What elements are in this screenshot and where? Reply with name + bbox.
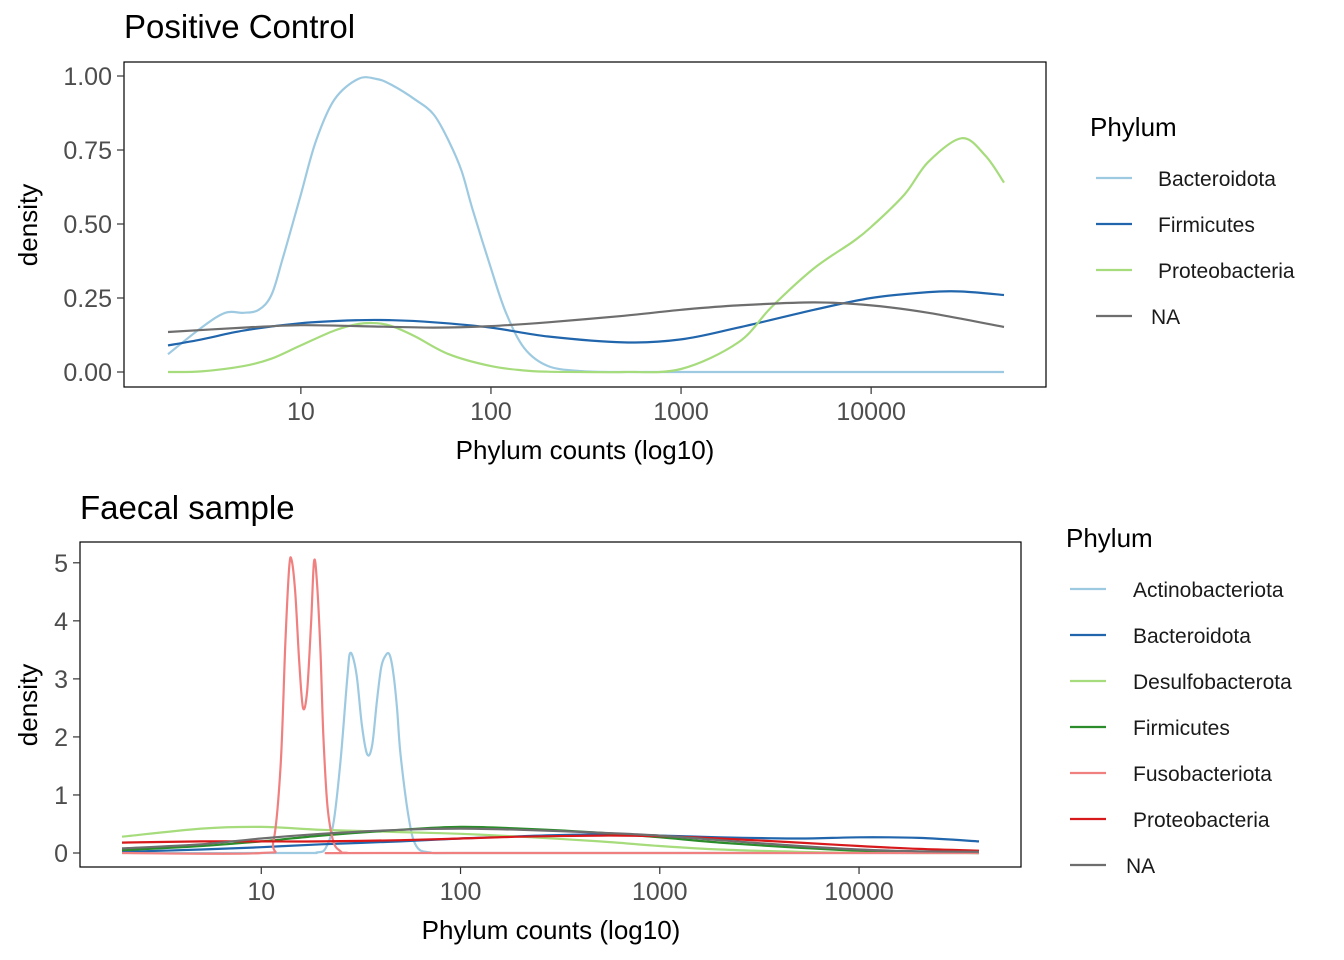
density-lines bbox=[121, 556, 980, 855]
legend-item: Firmicutes bbox=[1070, 717, 1230, 740]
legend-label: Desulfobacterota bbox=[1133, 671, 1292, 694]
chart-faecal-sample: Faecal sample 0 1 2 3 4 5 10 100 1000 10000 Phyl… bbox=[13, 489, 1292, 945]
x-tick-label: 100 bbox=[470, 398, 512, 426]
legend-item: Bacteroidota bbox=[1070, 625, 1251, 648]
legend-label: Firmicutes bbox=[1133, 717, 1230, 740]
legend-items: Bacteroidota Firmicutes Proteobacteria NA bbox=[1096, 168, 1295, 329]
x-tick-label: 1000 bbox=[632, 878, 688, 906]
legend-label: Firmicutes bbox=[1158, 214, 1255, 237]
y-tick-label: 2 bbox=[54, 724, 68, 752]
legend-label: Proteobacteria bbox=[1133, 809, 1270, 832]
series-line-bacteroidota bbox=[167, 76, 1004, 374]
x-axis-ticks: 10 100 1000 10000 bbox=[247, 867, 894, 906]
x-tick-label: 10 bbox=[287, 398, 315, 426]
x-axis-title: Phylum counts (log10) bbox=[456, 435, 715, 465]
plot-panel-border bbox=[123, 61, 1047, 388]
y-tick-label: 5 bbox=[54, 550, 68, 578]
x-axis-title: Phylum counts (log10) bbox=[422, 915, 681, 945]
legend-items: Actinobacteriota Bacteroidota Desulfobacte… bbox=[1070, 579, 1292, 878]
series-line-fusobacteriota bbox=[121, 556, 979, 855]
legend-label: Bacteroidota bbox=[1158, 168, 1276, 191]
y-tick-label: 1 bbox=[54, 782, 68, 810]
legend-label: Bacteroidota bbox=[1133, 625, 1251, 648]
y-axis-title: density bbox=[13, 184, 43, 266]
series-line-na bbox=[167, 301, 1005, 334]
legend: Phylum Actinobacteriota Bacteroidota Desul… bbox=[1066, 523, 1292, 878]
legend-title: Phylum bbox=[1066, 523, 1153, 553]
x-tick-label: 10000 bbox=[836, 398, 906, 426]
series-line-proteobacteria bbox=[121, 834, 980, 852]
y-tick-label: 1.00 bbox=[63, 63, 112, 91]
legend-label: Proteobacteria bbox=[1158, 260, 1295, 283]
legend-item: Proteobacteria bbox=[1096, 260, 1295, 283]
y-tick-label: 0.75 bbox=[63, 137, 112, 165]
legend-label: Actinobacteriota bbox=[1133, 579, 1284, 602]
legend-item: Actinobacteriota bbox=[1070, 579, 1284, 602]
y-tick-label: 0.00 bbox=[63, 359, 112, 387]
y-axis-ticks: 0 1 2 3 4 5 bbox=[54, 550, 80, 868]
legend-label: Fusobacteriota bbox=[1133, 763, 1272, 786]
legend-label: NA bbox=[1151, 306, 1180, 329]
legend-item: Desulfobacterota bbox=[1070, 671, 1292, 694]
x-axis-ticks: 10 100 1000 10000 bbox=[287, 387, 906, 426]
series-line-proteobacteria bbox=[167, 137, 1005, 374]
x-tick-label: 100 bbox=[440, 878, 482, 906]
y-tick-label: 0 bbox=[54, 840, 68, 868]
plot-panel-border bbox=[79, 541, 1022, 868]
legend-item: Bacteroidota bbox=[1096, 168, 1276, 191]
chart-title: Positive Control bbox=[124, 8, 355, 45]
legend: Phylum Bacteroidota Firmicutes Proteobacte… bbox=[1090, 112, 1295, 329]
legend-item: Fusobacteriota bbox=[1070, 763, 1272, 786]
legend-item: Firmicutes bbox=[1096, 214, 1255, 237]
y-tick-label: 4 bbox=[54, 608, 68, 636]
x-tick-label: 1000 bbox=[653, 398, 709, 426]
legend-item: Proteobacteria bbox=[1070, 809, 1270, 832]
y-tick-label: 0.25 bbox=[63, 285, 112, 313]
y-axis-ticks: 0.00 0.25 0.50 0.75 1.00 bbox=[63, 63, 124, 387]
legend-label: NA bbox=[1126, 855, 1155, 878]
chart-title: Faecal sample bbox=[80, 489, 295, 526]
series-line-na bbox=[121, 827, 980, 853]
x-tick-label: 10 bbox=[247, 878, 275, 906]
legend-item: NA bbox=[1070, 855, 1155, 878]
legend-title: Phylum bbox=[1090, 112, 1177, 142]
legend-item: NA bbox=[1096, 306, 1180, 329]
y-tick-label: 0.50 bbox=[63, 211, 112, 239]
density-lines bbox=[167, 76, 1005, 374]
y-tick-label: 3 bbox=[54, 666, 68, 694]
y-axis-title: density bbox=[13, 664, 43, 746]
x-tick-label: 10000 bbox=[824, 878, 894, 906]
chart-positive-control: Positive Control 0.00 0.25 0.50 0.75 1.00 10… bbox=[13, 8, 1295, 465]
